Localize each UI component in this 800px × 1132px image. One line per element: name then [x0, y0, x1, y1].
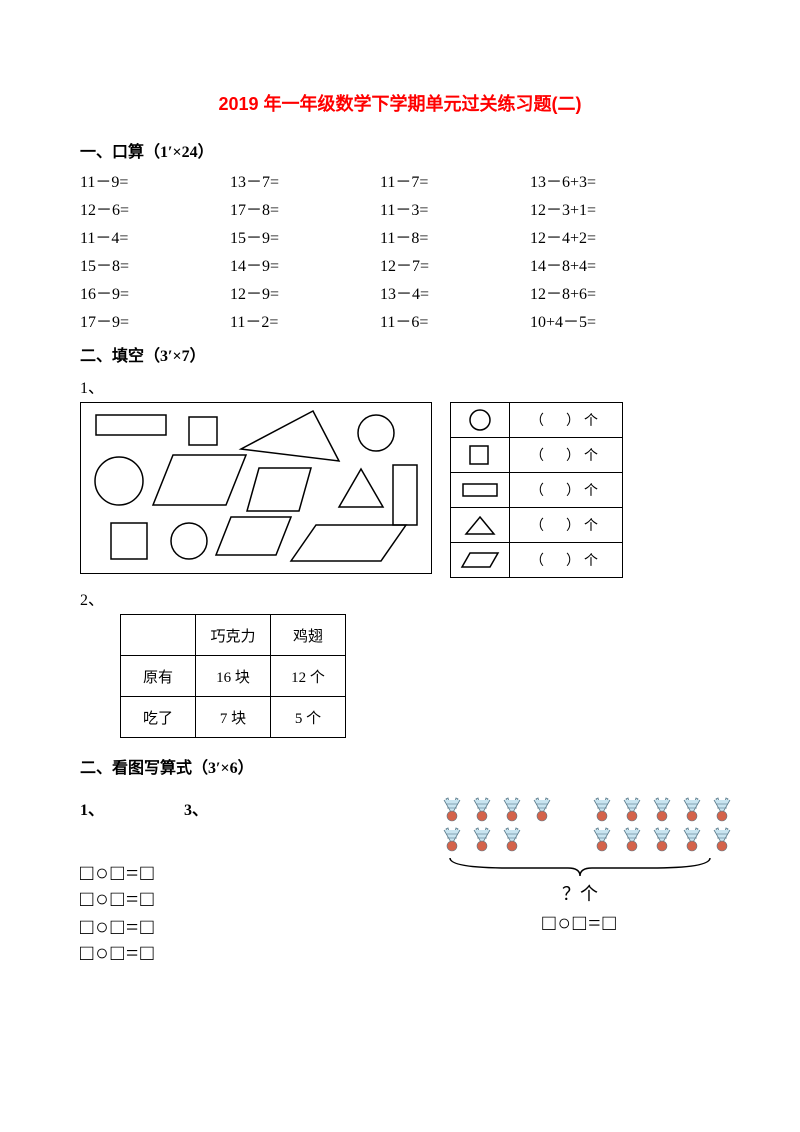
shuttlecock-icon	[530, 796, 554, 824]
arith-cell: 12－4+2=	[530, 224, 700, 248]
shuttle-row	[590, 796, 734, 824]
arith-cell: 17－8=	[230, 196, 380, 220]
arith-cell: 13－4=	[380, 280, 530, 304]
parallelogram-icon	[451, 543, 510, 578]
shuttlecock-icon	[590, 796, 614, 824]
section3-left-labels: 1、 3、	[80, 796, 420, 820]
table-row: （ ）个	[451, 543, 623, 578]
shuttlecock-icon	[440, 826, 464, 854]
table-cell: 16 块	[196, 656, 271, 697]
table-row: 原有16 块12 个	[121, 656, 346, 697]
table-cell: 7 块	[196, 697, 271, 738]
shuttlecock-icon	[590, 826, 614, 854]
shuttle-group	[590, 796, 734, 854]
shuttlecock-icon	[650, 826, 674, 854]
arith-cell: 12－8+6=	[530, 280, 700, 304]
count-blank: （ ）个	[510, 438, 623, 473]
label-3: 3、	[184, 802, 208, 819]
circle-icon	[451, 403, 510, 438]
section1-heading: 一、口算（1′×24）	[80, 138, 720, 162]
arith-cell: 11－2=	[230, 308, 380, 332]
q2-label: 2、	[80, 586, 720, 610]
table-cell: 吃了	[121, 697, 196, 738]
shuttlecock-icon	[680, 796, 704, 824]
table-row: 吃了7 块5 个	[121, 697, 346, 738]
shuttle-row	[590, 826, 734, 854]
table-row: （ ）个	[451, 403, 623, 438]
arith-cell: 12－7=	[380, 252, 530, 276]
count-blank: （ ）个	[510, 473, 623, 508]
table-cell: 5 个	[271, 697, 346, 738]
shuttlecock-icon	[470, 796, 494, 824]
label-1: 1、	[80, 796, 180, 820]
section3-heading: 二、看图写算式（3′×6）	[80, 754, 720, 778]
shapes-box	[80, 402, 432, 574]
count-blank: （ ）个	[510, 403, 623, 438]
arith-cell: 12－3+1=	[530, 196, 700, 220]
section3-row: 1、 3、 □○□=□ □○□=□ □○□=□ □○□=□	[80, 796, 720, 968]
arith-cell: 11－8=	[380, 224, 530, 248]
arith-cell: 15－9=	[230, 224, 380, 248]
shuttlecock-icon	[620, 796, 644, 824]
equation: □○□=□	[440, 910, 720, 936]
arith-cell: 17－9=	[80, 308, 230, 332]
shuttlecock-icon	[500, 826, 524, 854]
table-row: （ ）个	[451, 438, 623, 473]
shuttle-row	[440, 826, 554, 854]
equation-row: □○□=□ □○□=□	[80, 860, 420, 912]
arith-cell: 11－7=	[380, 168, 530, 192]
arith-cell: 11－9=	[80, 168, 230, 192]
shuttlecock-icon	[470, 826, 494, 854]
equation-row: □○□=□ □○□=□	[80, 914, 420, 966]
equation: □○□=□	[80, 914, 250, 940]
arith-cell: 11－4=	[80, 224, 230, 248]
arith-cell: 12－9=	[230, 280, 380, 304]
arith-cell: 16－9=	[80, 280, 230, 304]
shuttlecock-icon	[440, 796, 464, 824]
table-row: 巧克力鸡翅	[121, 615, 346, 656]
equation: □○□=□	[80, 886, 250, 912]
table-row: （ ）个	[451, 508, 623, 543]
shuttlecock-icon	[500, 796, 524, 824]
page-title: 2019 年一年级数学下学期单元过关练习题(二)	[80, 90, 720, 116]
arith-cell: 14－8+4=	[530, 252, 700, 276]
table-cell: 原有	[121, 656, 196, 697]
square-icon	[451, 438, 510, 473]
table-header-cell: 鸡翅	[271, 615, 346, 656]
arith-cell: 11－6=	[380, 308, 530, 332]
arithmetic-grid: 11－9=13－7=11－7=13－6+3=12－6=17－8=11－3=12－…	[80, 168, 720, 332]
food-table: 巧克力鸡翅原有16 块12 个吃了7 块5 个	[120, 614, 346, 738]
shuttlecock-icon	[650, 796, 674, 824]
count-blank: （ ）个	[510, 508, 623, 543]
arith-cell: 13－7=	[230, 168, 380, 192]
arith-cell: 12－6=	[80, 196, 230, 220]
arith-cell: 15－8=	[80, 252, 230, 276]
shuttle-row	[440, 796, 554, 824]
count-blank: （ ）个	[510, 543, 623, 578]
arith-cell: 13－6+3=	[530, 168, 700, 192]
shuttlecock-area: ？个 □○□=□	[440, 796, 720, 936]
section2-heading: 二、填空（3′×7）	[80, 342, 720, 366]
table-header-cell: 巧克力	[196, 615, 271, 656]
question-mark-label: ？个	[440, 880, 720, 906]
table-cell: 12 个	[271, 656, 346, 697]
shuttlecock-icon	[710, 796, 734, 824]
count-table: （ ）个（ ）个（ ）个（ ）个（ ）个	[450, 402, 623, 578]
shuttle-group	[440, 796, 554, 854]
equation: □○□=□	[80, 860, 250, 886]
rect-icon	[451, 473, 510, 508]
shuttlecock-icon	[710, 826, 734, 854]
q1-label: 1、	[80, 374, 720, 398]
triangle-icon	[451, 508, 510, 543]
table-row: （ ）个	[451, 473, 623, 508]
arith-cell: 11－3=	[380, 196, 530, 220]
brace-icon	[440, 854, 720, 878]
shuttlecock-icon	[620, 826, 644, 854]
arith-cell: 14－9=	[230, 252, 380, 276]
equation: □○□=□	[80, 940, 250, 966]
shuttlecock-icon	[680, 826, 704, 854]
table-header-cell	[121, 615, 196, 656]
arith-cell: 10+4－5=	[530, 308, 700, 332]
q1-row: （ ）个（ ）个（ ）个（ ）个（ ）个	[80, 402, 720, 578]
